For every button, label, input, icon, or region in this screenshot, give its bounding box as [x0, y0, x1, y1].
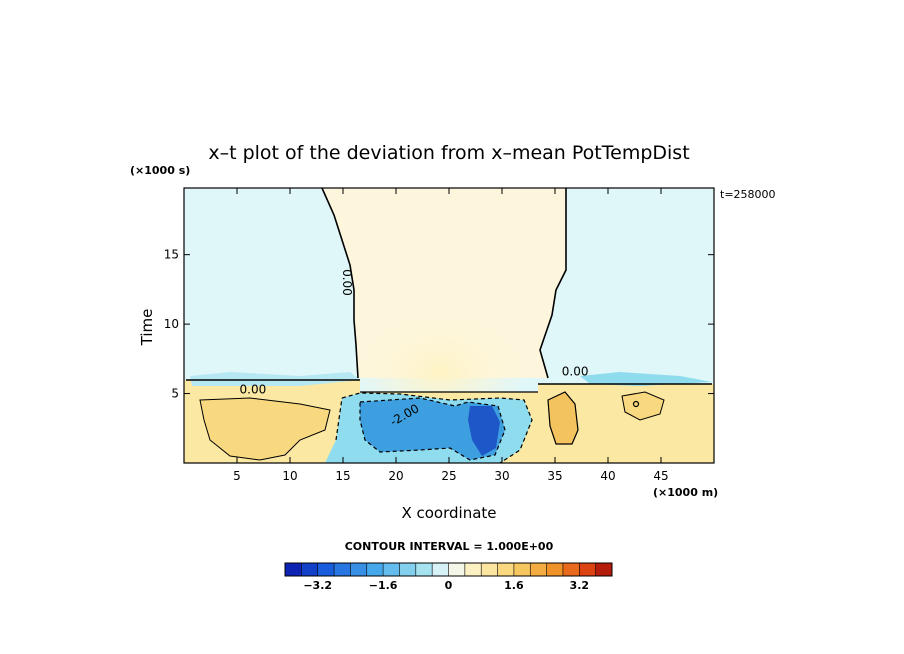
colorbar: −3.2 −1.6 0 1.6 3.2: [284, 562, 613, 592]
colorbar-cell: [546, 563, 564, 576]
warm-glow: [350, 300, 530, 420]
contour-label: 0.00: [562, 365, 589, 379]
y-tick-label: 10: [164, 317, 179, 331]
colorbar-cell: [562, 563, 580, 576]
x-tick-label: 30: [494, 469, 509, 483]
colorbar-cell: [366, 563, 384, 576]
colorbar-cell: [513, 563, 531, 576]
colorbar-cell: [415, 563, 433, 576]
x-tick-label: 25: [441, 469, 456, 483]
colorbar-cell: [301, 563, 318, 576]
time-stamp-label: t=258000: [720, 188, 776, 201]
colorbar-cell: [464, 563, 482, 576]
contour-warm-right: [547, 391, 579, 445]
x-tick-label: 35: [547, 469, 562, 483]
cold-strip-right: [580, 372, 712, 386]
contour-zero-lower: [186, 379, 712, 385]
x-tick-label: 10: [282, 469, 297, 483]
colorbar-cell: [285, 563, 302, 576]
x-tick-label: 20: [388, 469, 403, 483]
x-axis: 5 10 15 20 25 30 35 40 45: [233, 188, 669, 483]
contour-zero-upper: [321, 188, 567, 379]
colorbar-tick-label: 1.6: [504, 579, 524, 592]
warm-patch-right: [548, 392, 578, 444]
warm-patch-far-right: [622, 392, 664, 420]
colorbar-tick-label: 0: [445, 579, 453, 592]
contour-label: 0.00: [240, 383, 267, 397]
warm-patch-left: [200, 398, 330, 460]
colorbar-cell: [448, 563, 466, 576]
colorbar-cell: [383, 563, 400, 576]
contour-small-circle: [632, 400, 640, 408]
contour-dashed-cold: [335, 392, 533, 463]
colorbar-tick-label: −1.6: [369, 579, 398, 592]
colorbar-cell: [530, 563, 547, 576]
colorbar-cell: [579, 563, 596, 576]
y-tick-label: 15: [164, 248, 179, 262]
y-axis: 5 10 15: [164, 248, 714, 401]
colorbar-cell: [350, 563, 368, 576]
plot-area: 0.000.000.00-2.00: [184, 188, 714, 463]
cold-extreme: [468, 406, 500, 456]
x-axis-label: X coordinate: [401, 504, 496, 522]
cold-core: [360, 398, 505, 460]
contour-interval-label: CONTOUR INTERVAL = 1.000E+00: [345, 540, 554, 553]
colorbar-cell: [595, 563, 613, 576]
x-tick-label: 15: [335, 469, 350, 483]
colorbar-cell: [317, 563, 335, 576]
colorbar-cell: [481, 563, 498, 576]
x-tick-label: 5: [233, 469, 241, 483]
colorbar-tick-label: −3.2: [303, 579, 332, 592]
contour-warm-left: [199, 397, 331, 461]
colorbar-cell: [497, 563, 515, 576]
contour-dashed-core: [359, 397, 506, 461]
x-tick-label: 40: [600, 469, 615, 483]
chart-title: x–t plot of the deviation from x–mean Po…: [208, 142, 689, 164]
contour-label: 0.00: [340, 269, 354, 296]
colorbar-cell: [399, 563, 417, 576]
y-unit-label: (×1000 s): [130, 164, 190, 177]
colorbar-cell: [432, 563, 449, 576]
x-unit-label: (×1000 m): [653, 486, 718, 499]
colorbar-cell: [334, 563, 351, 576]
contour-warm-far-right: [621, 391, 665, 421]
colorbar-tick-label: 3.2: [570, 579, 590, 592]
x-tick-label: 45: [653, 469, 668, 483]
y-axis-label: Time: [138, 309, 156, 347]
y-tick-label: 5: [171, 387, 179, 401]
colorbar-frame: [284, 562, 613, 577]
cold-strip-left: [190, 372, 360, 386]
